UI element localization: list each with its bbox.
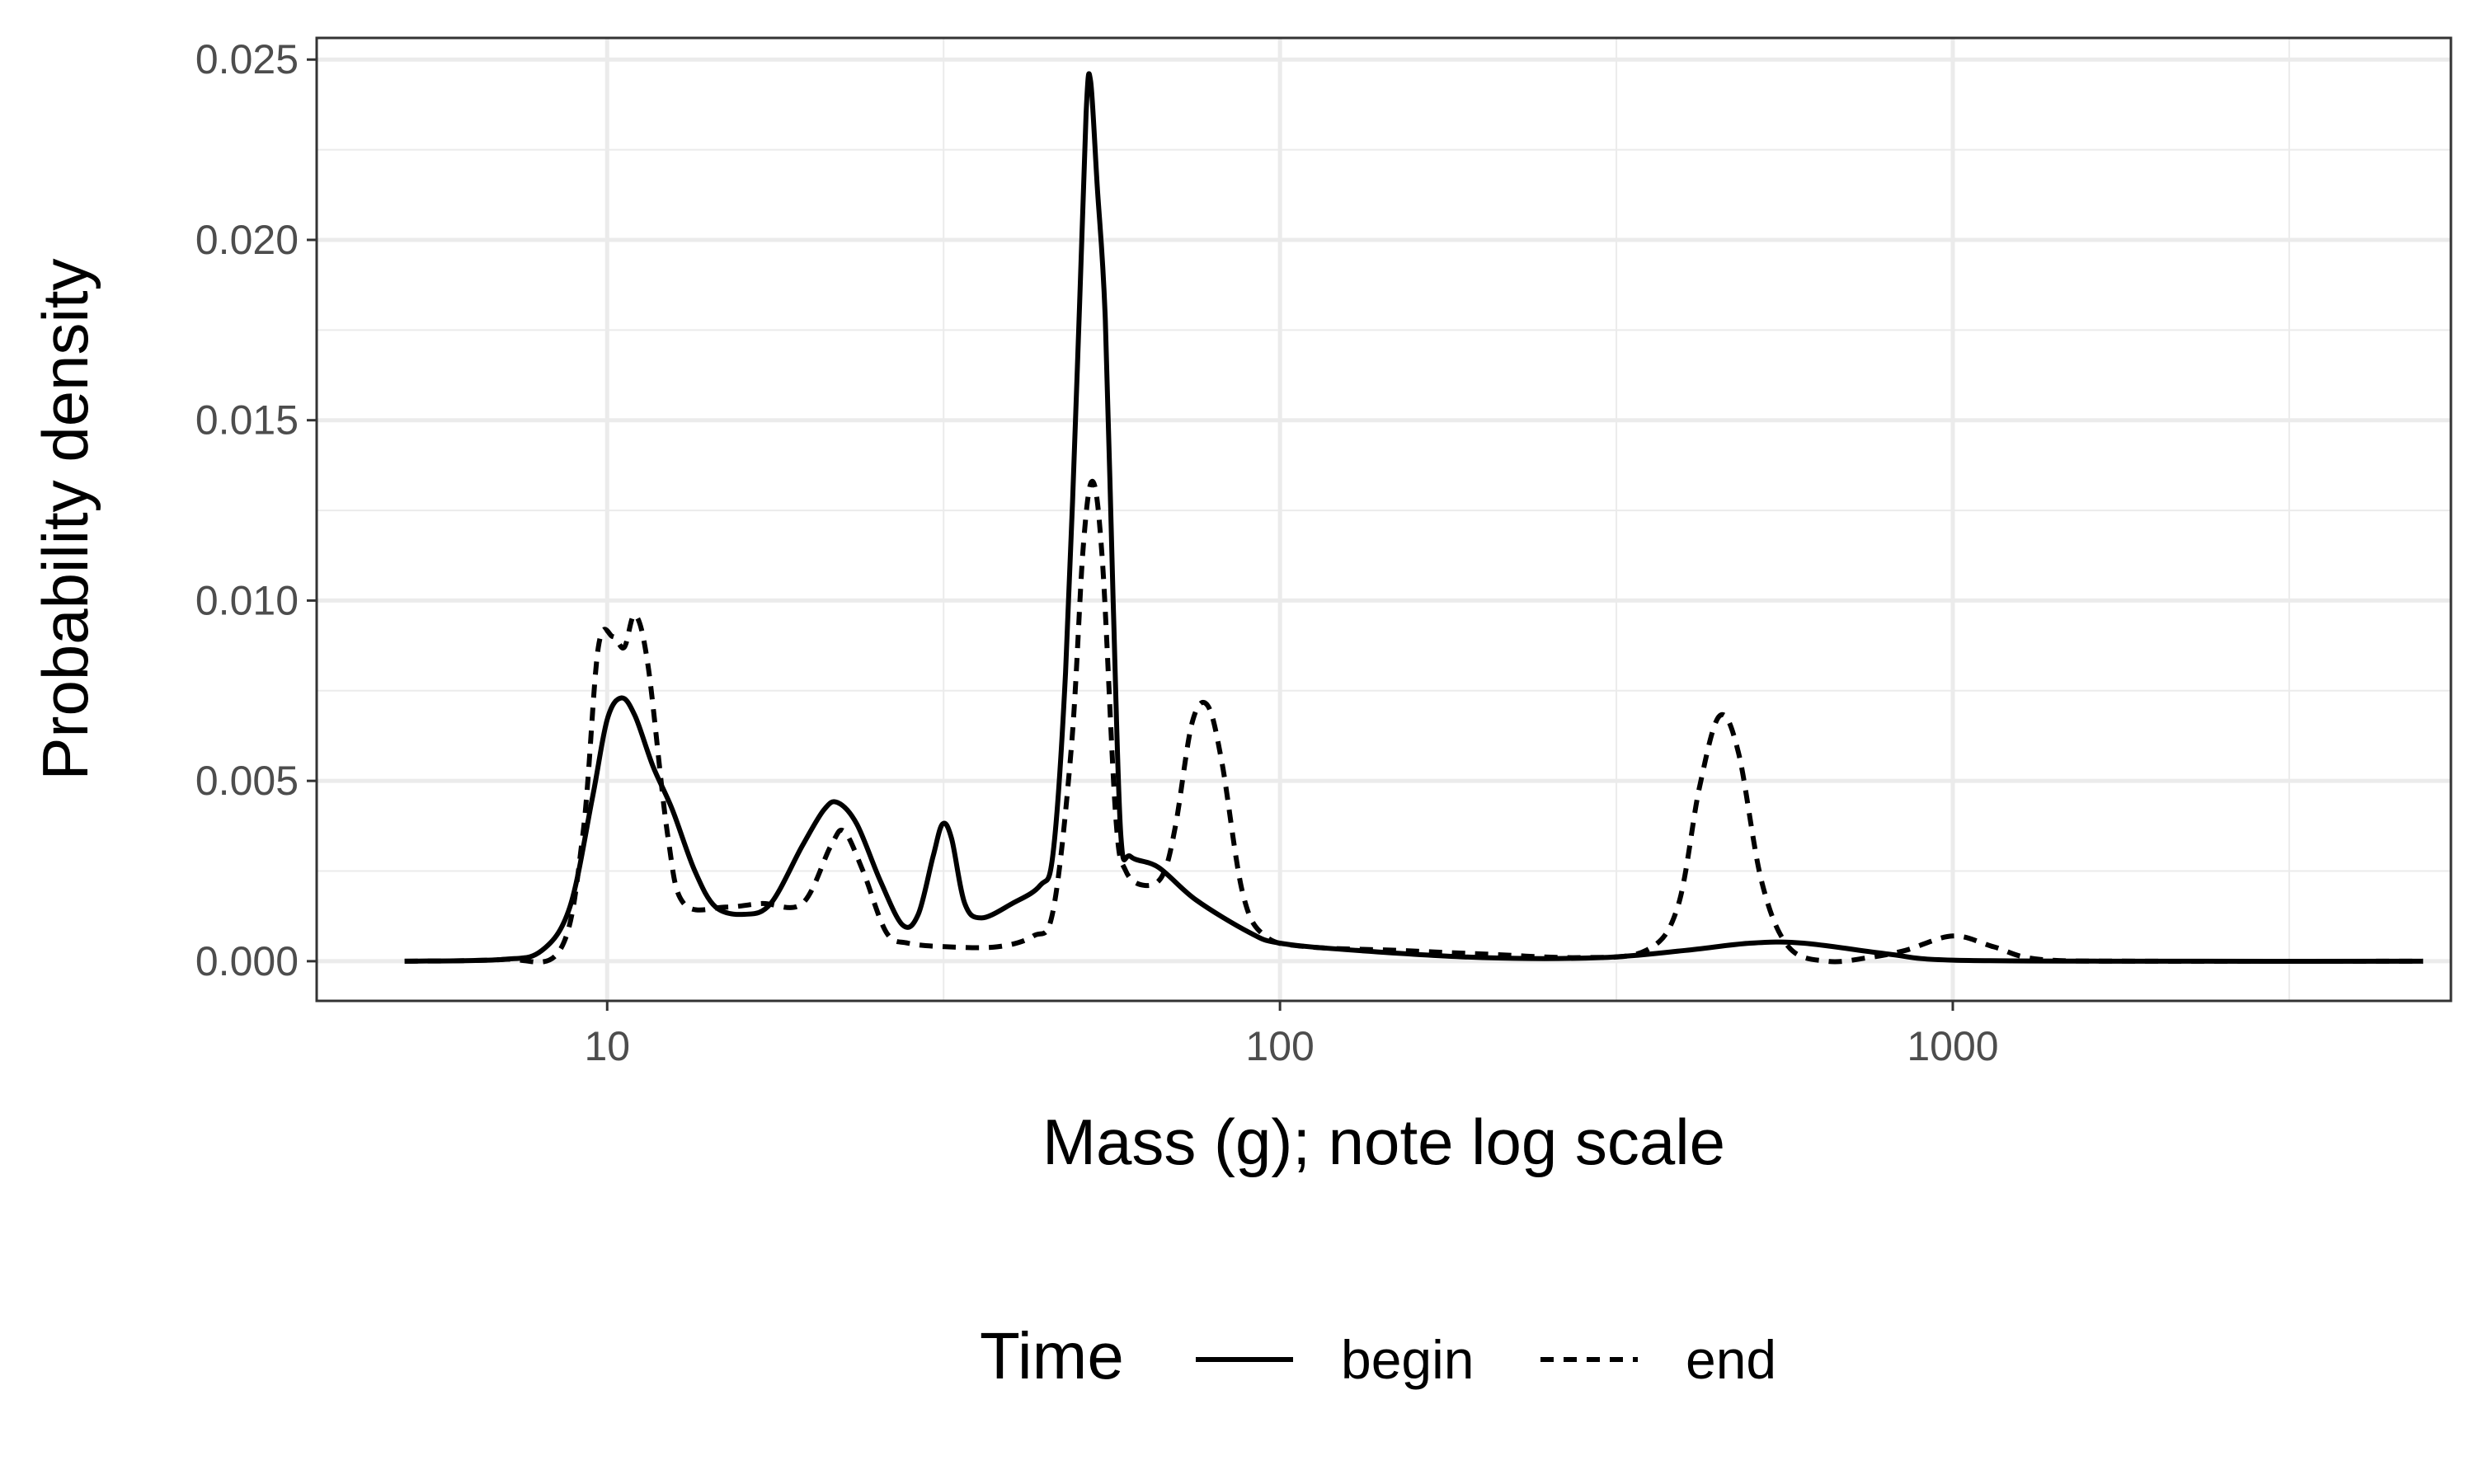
x-axis-ticks: 10 100 1000	[584, 1001, 1999, 1069]
legend-title: Time	[980, 1319, 1124, 1392]
y-tick-label: 0.025	[195, 36, 299, 82]
series-lines	[404, 71, 2424, 965]
x-tick-label: 1000	[1907, 1023, 1998, 1069]
legend-label-end: end	[1686, 1329, 1776, 1390]
plot-panel-border	[315, 36, 2453, 1003]
legend: Time begin end	[980, 1319, 1776, 1392]
x-tick-label: 10	[584, 1023, 630, 1069]
y-axis-title: Probability density	[29, 259, 101, 781]
grid-lines	[317, 38, 2451, 1001]
legend-label-begin: begin	[1341, 1329, 1475, 1390]
y-tick-label: 0.005	[195, 758, 299, 804]
y-tick-label: 0.010	[195, 577, 299, 623]
x-tick-label: 100	[1245, 1023, 1314, 1069]
y-tick-label: 0.000	[195, 938, 299, 984]
y-tick-label: 0.015	[195, 397, 299, 444]
y-tick-label: 0.020	[195, 217, 299, 263]
series-line-end	[404, 478, 2424, 965]
x-axis-title: Mass (g); note log scale	[1042, 1106, 1725, 1178]
y-axis-ticks: 0.000 0.005 0.010 0.015 0.020 0.025	[195, 36, 317, 984]
